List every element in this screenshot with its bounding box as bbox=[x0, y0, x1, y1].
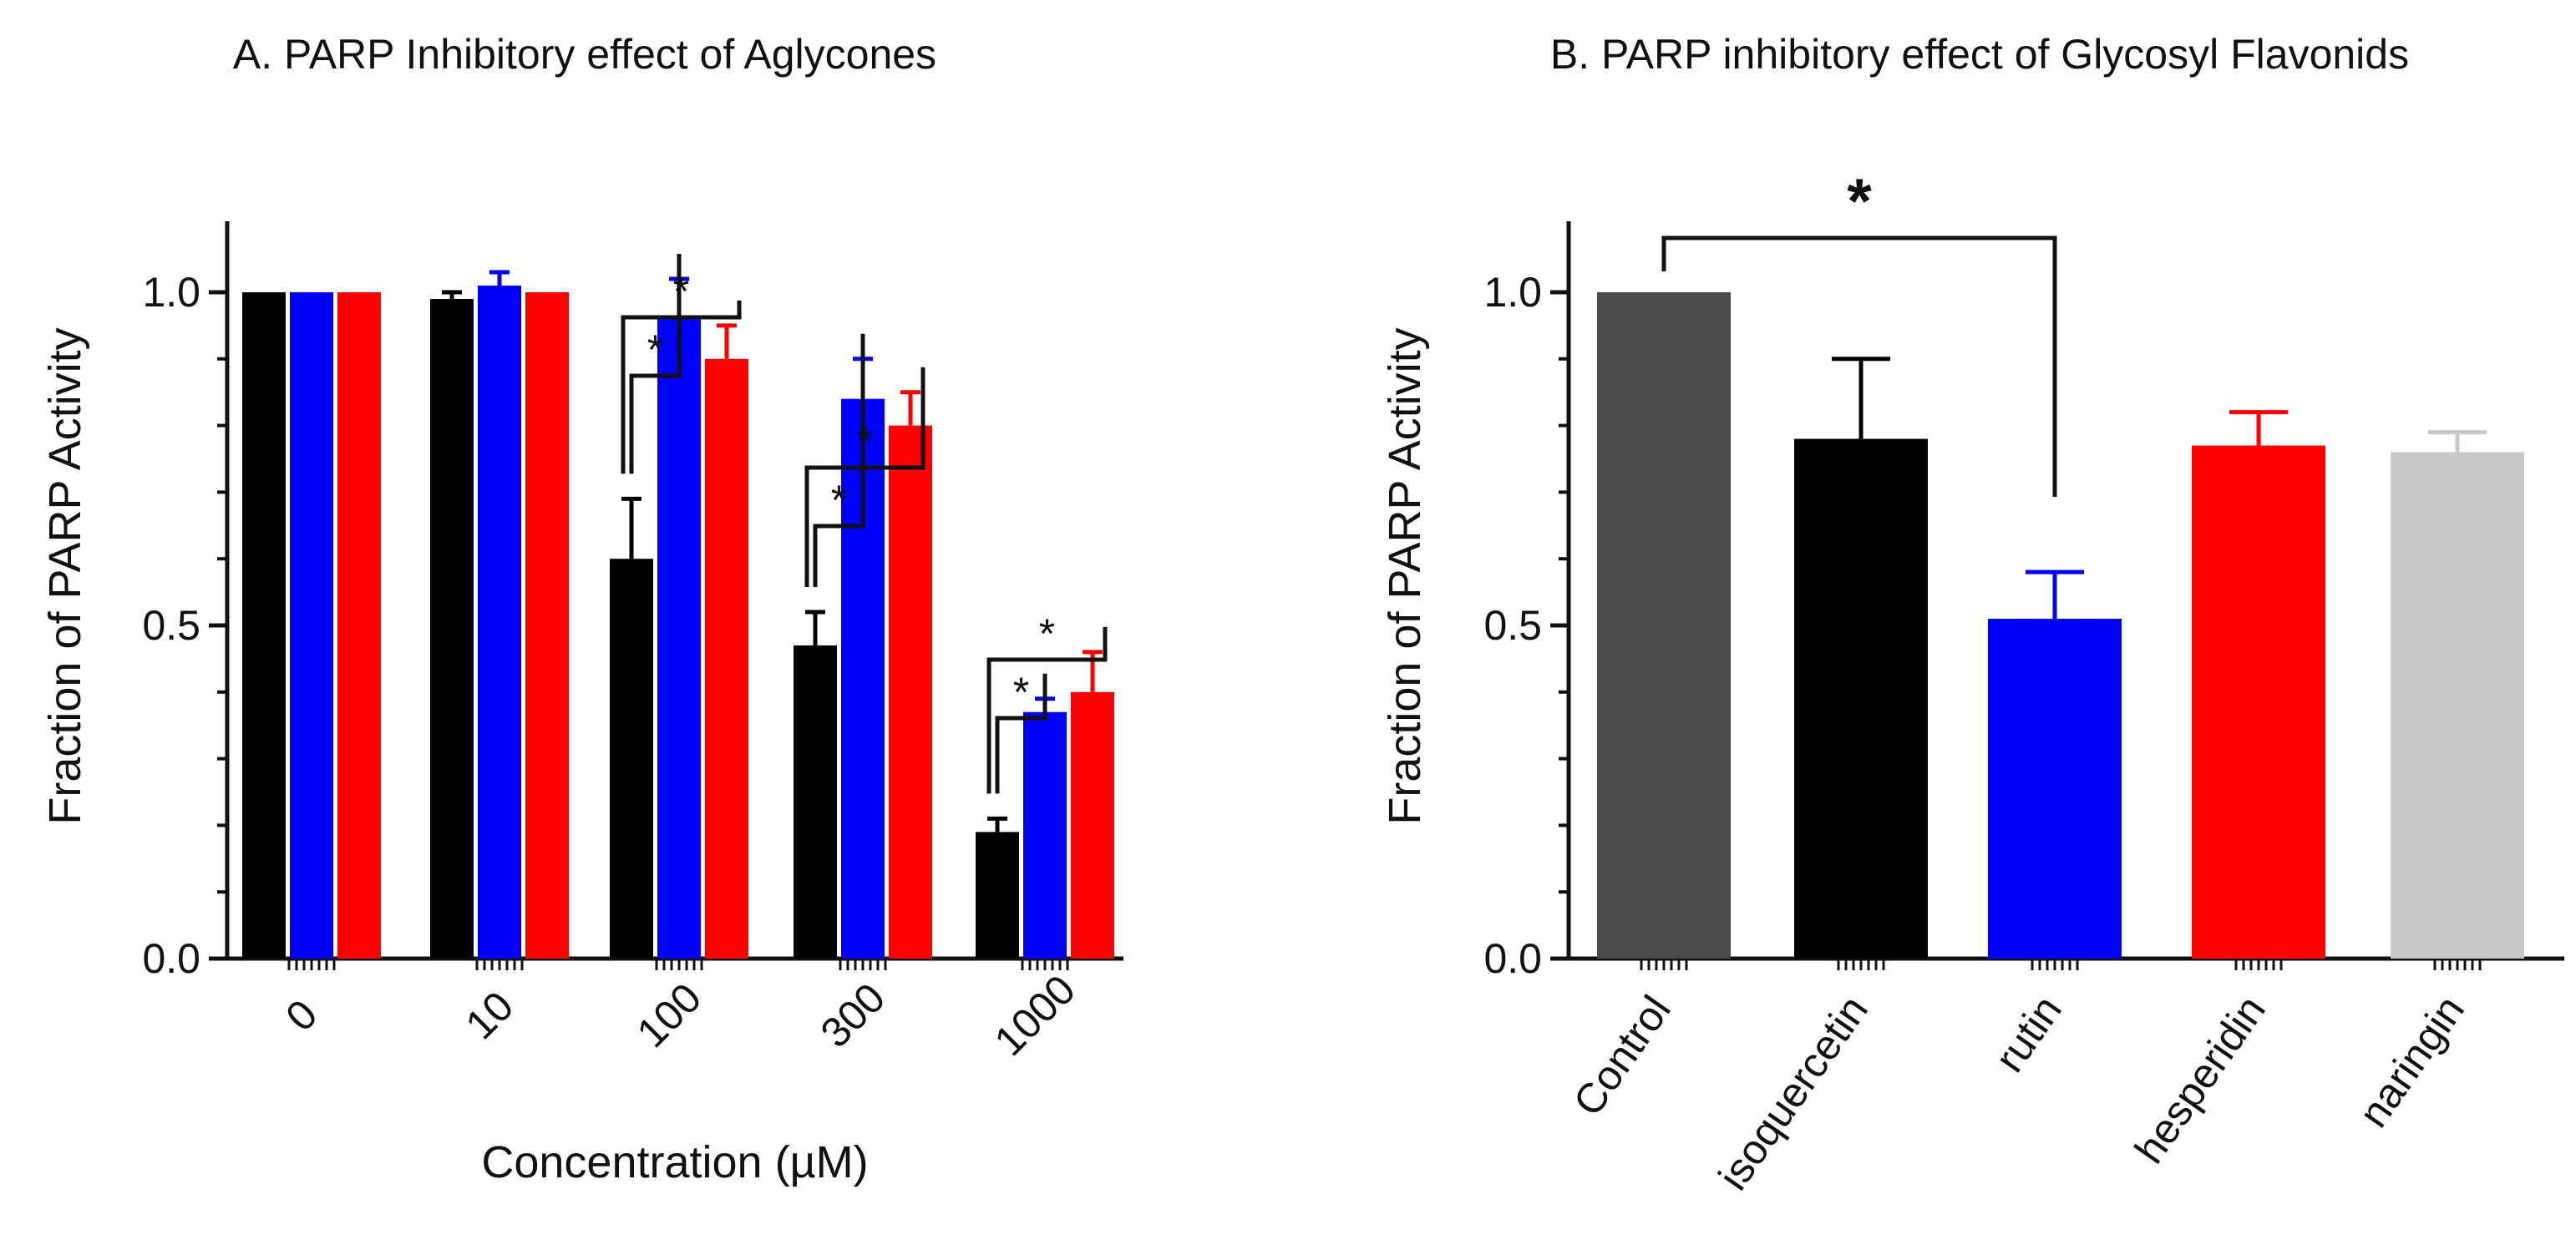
bar-0-series-3 bbox=[337, 292, 381, 959]
significance-star-300-3: * bbox=[857, 418, 873, 465]
bar-hesperidin bbox=[2192, 445, 2325, 959]
panel-a-title: A. PARP Inhibitory effect of Aglycones bbox=[233, 31, 936, 78]
y-tick-label: 1.0 bbox=[142, 269, 200, 316]
significance-star-300-2: * bbox=[831, 477, 847, 524]
bar-1000-series-1 bbox=[976, 832, 1019, 959]
significance-star-1000-4: * bbox=[1013, 669, 1029, 716]
bar-10-series-3 bbox=[525, 292, 569, 959]
y-tick-label: 0.0 bbox=[142, 935, 200, 982]
y-tick-label: 0.5 bbox=[142, 602, 200, 649]
y-tick-label: 0.0 bbox=[1483, 935, 1542, 982]
bar-naringin bbox=[2391, 452, 2524, 959]
significance-star-100-1: * bbox=[673, 268, 689, 315]
bar-isoquercetin bbox=[1794, 438, 1928, 959]
bar-100-series-1 bbox=[610, 559, 653, 959]
bar-rutin bbox=[1988, 619, 2122, 959]
panel-a-x-axis-label: Concentration (µM) bbox=[481, 1137, 868, 1187]
bar-10-series-1 bbox=[430, 298, 474, 959]
bar-1000-series-2 bbox=[1023, 711, 1067, 959]
y-tick-label: 0.5 bbox=[1483, 602, 1542, 649]
bar-Control bbox=[1597, 292, 1731, 959]
significance-bracket-300-2 bbox=[813, 333, 865, 588]
panel-b-title: B. PARP inhibitory effect of Glycosyl Fl… bbox=[1550, 31, 2409, 78]
significance-bracket-1000-4 bbox=[995, 673, 1047, 794]
panel-a-y-axis-label: Fraction of PARP Activity bbox=[40, 327, 90, 824]
bar-100-series-2 bbox=[657, 318, 701, 959]
significance-star-0: * bbox=[1847, 166, 1872, 237]
bar-10-series-2 bbox=[478, 286, 521, 959]
significance-bracket-100-0 bbox=[629, 254, 682, 474]
bar-300-series-1 bbox=[794, 645, 837, 959]
panel-b-y-axis-label: Fraction of PARP Activity bbox=[1380, 327, 1430, 824]
significance-bracket-1000-5 bbox=[986, 626, 1108, 794]
bar-100-series-3 bbox=[705, 358, 748, 959]
bar-1000-series-3 bbox=[1071, 691, 1114, 959]
significance-star-1000-5: * bbox=[1039, 610, 1055, 657]
significance-bracket-100-1 bbox=[621, 300, 742, 474]
significance-star-100-0: * bbox=[647, 326, 663, 373]
significance-bracket-0 bbox=[1661, 235, 2057, 498]
y-tick-label: 1.0 bbox=[1483, 269, 1542, 316]
bar-0-series-1 bbox=[242, 292, 286, 959]
significance-bracket-300-3 bbox=[804, 367, 925, 588]
bar-300-series-3 bbox=[889, 425, 932, 959]
bar-0-series-2 bbox=[290, 292, 333, 959]
